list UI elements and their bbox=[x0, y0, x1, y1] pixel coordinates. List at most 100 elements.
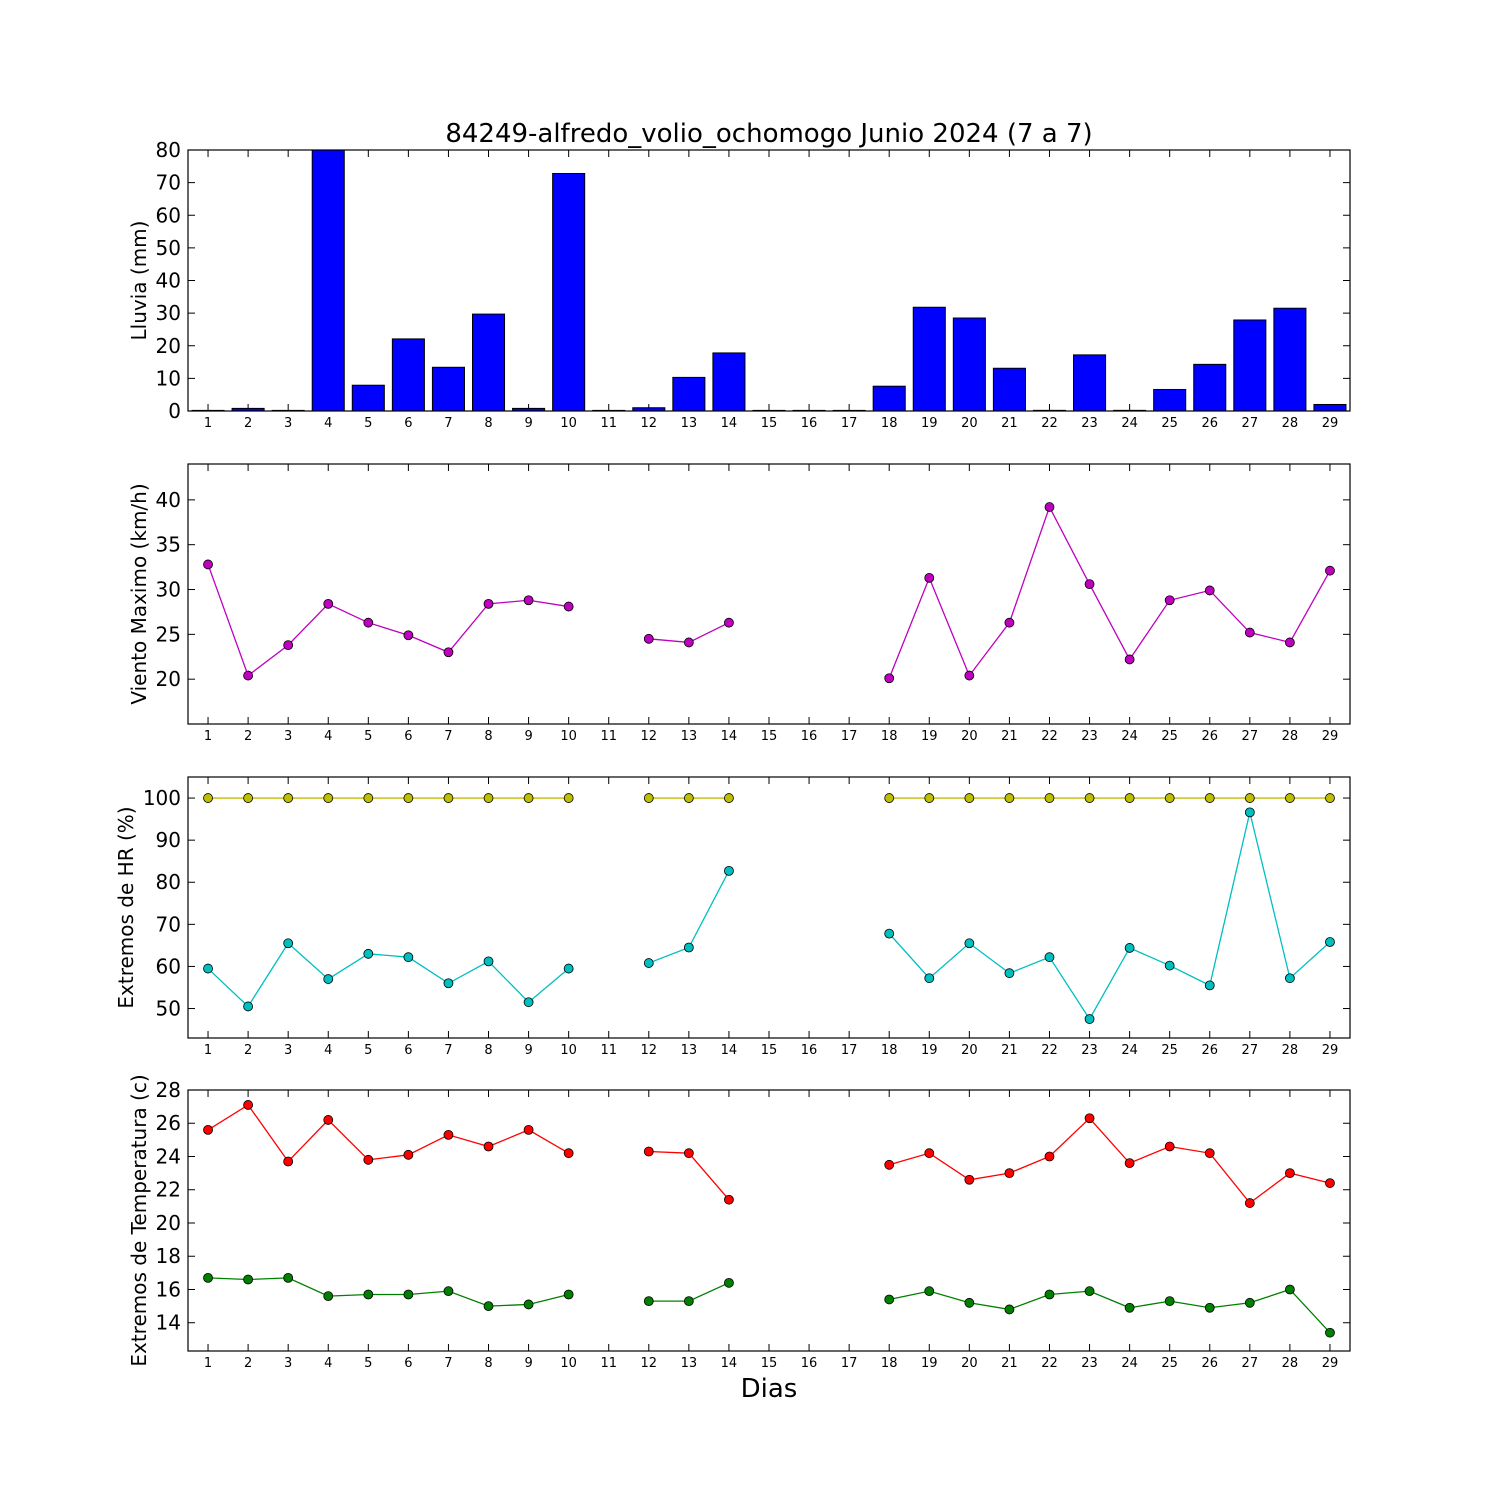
humidity-frame bbox=[187, 776, 1351, 1039]
rain-ytick-label: 30 bbox=[156, 301, 181, 325]
temperature-ytick-label: 22 bbox=[156, 1178, 181, 1202]
humidity-xtick-label: 4 bbox=[324, 1043, 332, 1058]
wind-xtick-label: 19 bbox=[921, 729, 938, 744]
temperature-series-1-point bbox=[1244, 1198, 1255, 1208]
rain-xtick-label: 27 bbox=[1242, 416, 1259, 431]
humidity-ytick-label: 50 bbox=[156, 997, 181, 1021]
humidity-series-2-point bbox=[643, 958, 654, 968]
rain-xtick-label: 25 bbox=[1161, 416, 1178, 431]
rain-bar bbox=[552, 172, 586, 411]
rain-xtick-label: 6 bbox=[404, 416, 412, 431]
humidity-xtick-label: 3 bbox=[284, 1043, 292, 1058]
rain-xtick-label: 5 bbox=[364, 416, 372, 431]
humidity-xtick-label: 28 bbox=[1282, 1043, 1299, 1058]
temperature-xtick-label: 21 bbox=[1001, 1356, 1018, 1371]
humidity-xtick-label: 26 bbox=[1201, 1043, 1218, 1058]
temperature-xtick-label: 23 bbox=[1081, 1356, 1098, 1371]
temperature-xtick-label: 1 bbox=[204, 1356, 212, 1371]
temperature-series-2-point bbox=[443, 1286, 454, 1297]
humidity-series-2-point bbox=[363, 948, 374, 959]
humidity-xtick-label: 1 bbox=[204, 1043, 212, 1058]
rain-xtick-label: 17 bbox=[841, 416, 858, 431]
temperature-series-1-point bbox=[283, 1156, 294, 1167]
wind-xtick-label: 6 bbox=[404, 729, 412, 744]
rain-ytick-label: 40 bbox=[156, 269, 181, 293]
temperature-series-2-point bbox=[1124, 1302, 1135, 1313]
rain-xtick-label: 7 bbox=[444, 416, 452, 431]
humidity-series-1-point bbox=[1044, 793, 1055, 803]
wind-series-1-point bbox=[523, 595, 534, 606]
humidity-xtick-label: 25 bbox=[1161, 1043, 1178, 1058]
wind-xtick-label: 9 bbox=[524, 729, 532, 744]
humidity-xtick-label: 14 bbox=[721, 1043, 738, 1058]
temperature-series-1-line bbox=[889, 1117, 1331, 1204]
temperature-xtick-label: 18 bbox=[881, 1356, 898, 1371]
temperature-xtick-label: 13 bbox=[681, 1356, 698, 1371]
temperature-xtick-label: 9 bbox=[524, 1356, 532, 1371]
humidity-series-1-point bbox=[363, 793, 374, 803]
temperature-series-1-point bbox=[884, 1159, 895, 1170]
humidity-series-2-point bbox=[1004, 968, 1015, 979]
wind-xtick-label: 25 bbox=[1161, 729, 1178, 744]
wind-series-1-point bbox=[1164, 595, 1175, 606]
temperature-series-1-point bbox=[203, 1124, 213, 1135]
rain-xtick-label: 24 bbox=[1121, 416, 1138, 431]
temperature-series-2-point bbox=[1325, 1327, 1335, 1338]
rain-bar bbox=[872, 385, 906, 411]
humidity-y-axis-label: Extremos de HR (%) bbox=[114, 806, 138, 1008]
temperature-series-2-point bbox=[563, 1289, 574, 1300]
humidity-xtick-label: 19 bbox=[921, 1043, 938, 1058]
rain-xtick-label: 28 bbox=[1282, 416, 1299, 431]
temperature-frame bbox=[187, 1089, 1351, 1352]
temperature-ytick-label: 18 bbox=[156, 1244, 181, 1268]
humidity-series-1-point bbox=[563, 793, 574, 803]
temperature-xtick-label: 8 bbox=[484, 1356, 492, 1371]
temperature-series-1-point bbox=[363, 1154, 374, 1165]
temperature-series-2-point bbox=[203, 1272, 213, 1283]
rain-xtick-label: 3 bbox=[284, 416, 292, 431]
wind-series-1-point bbox=[643, 633, 654, 644]
wind-y-axis-label: Viento Maximo (km/h) bbox=[127, 483, 151, 704]
rain-bar bbox=[1153, 388, 1187, 411]
humidity-xtick-label: 18 bbox=[881, 1043, 898, 1058]
humidity-xtick-label: 7 bbox=[444, 1043, 452, 1058]
temperature-series-1-point bbox=[1124, 1158, 1135, 1169]
wind-series-1-point bbox=[563, 601, 574, 612]
wind-xtick-label: 23 bbox=[1081, 729, 1098, 744]
wind-ytick-label: 35 bbox=[156, 533, 181, 557]
humidity-xtick-label: 23 bbox=[1081, 1043, 1098, 1058]
rain-bar bbox=[1233, 319, 1267, 411]
humidity-series-1-point bbox=[1244, 793, 1255, 803]
temperature-series-2-line bbox=[208, 1277, 569, 1307]
humidity-series-1-point bbox=[1004, 793, 1015, 803]
temperature-xtick-label: 29 bbox=[1322, 1356, 1339, 1371]
humidity-series-2-point bbox=[924, 973, 935, 984]
rain-xtick-label: 11 bbox=[600, 416, 617, 431]
rain-xtick-label: 9 bbox=[524, 416, 532, 431]
humidity-xtick-label: 6 bbox=[404, 1043, 412, 1058]
temperature-ytick-label: 26 bbox=[156, 1111, 181, 1135]
temperature-series-2-point bbox=[363, 1289, 374, 1300]
humidity-series-2-point bbox=[403, 952, 414, 963]
humidity-xtick-label: 5 bbox=[364, 1043, 372, 1058]
temperature-series-1-point bbox=[563, 1148, 574, 1159]
temperature-series-2-point bbox=[1164, 1296, 1175, 1307]
temperature-series-2-point bbox=[1004, 1304, 1015, 1315]
rain-data bbox=[191, 150, 1347, 411]
humidity-series-1-point bbox=[243, 793, 254, 803]
wind-xtick-label: 21 bbox=[1001, 729, 1018, 744]
wind-xtick-label: 20 bbox=[961, 729, 978, 744]
temperature-xtick-label: 4 bbox=[324, 1356, 332, 1371]
humidity-series-1-point bbox=[724, 793, 734, 803]
rain-xtick-label: 20 bbox=[961, 416, 978, 431]
rain-xtick-label: 13 bbox=[681, 416, 698, 431]
rain-ytick-label: 60 bbox=[156, 203, 181, 227]
temperature-xtick-label: 19 bbox=[921, 1356, 938, 1371]
wind-xtick-label: 24 bbox=[1121, 729, 1138, 744]
temperature-xtick-label: 27 bbox=[1242, 1356, 1259, 1371]
humidity-series-1-point bbox=[523, 793, 534, 803]
humidity-xtick-label: 17 bbox=[841, 1043, 858, 1058]
